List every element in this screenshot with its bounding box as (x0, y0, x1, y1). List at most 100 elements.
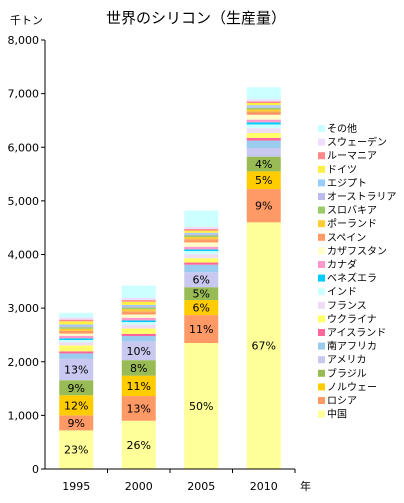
legend-label: アイスランド (327, 327, 386, 339)
legend-label: スロバキア (327, 205, 377, 217)
bar-segment (246, 222, 281, 469)
bar-segment (59, 338, 94, 341)
data-label: 13% (127, 402, 151, 415)
bar-segment (121, 420, 156, 469)
bar-segment (184, 233, 219, 236)
legend-swatch (318, 288, 325, 296)
legend-label: 南アフリカ (327, 340, 377, 353)
bar-segment (246, 107, 281, 110)
legend-swatch (318, 179, 325, 187)
legend-label: 中国 (327, 408, 347, 421)
bar-segment (246, 156, 281, 172)
bar-segment (59, 330, 94, 334)
bar-segment (246, 109, 281, 112)
data-label: 8% (130, 362, 147, 375)
data-label: 10% (127, 345, 151, 358)
legend-swatch (318, 193, 325, 200)
legend-label: ポーランド (327, 218, 377, 230)
data-label: 9% (68, 382, 85, 395)
bar-segment (121, 341, 156, 361)
y-tick-label: 5,000 (8, 195, 40, 208)
legend-label: ノルウェー (327, 381, 377, 393)
bar-segment (184, 264, 219, 273)
bar-segment (246, 114, 281, 120)
y-axis-ticks: 0 1,000 2,000 3,000 4,000 5,000 6,000 7,000 8,00… (8, 34, 45, 476)
bar-segment (246, 106, 281, 108)
bar-segment (184, 229, 219, 231)
legend-label: オーストラリア (327, 191, 397, 203)
legend-swatch (318, 342, 325, 350)
y-tick-label: 6,000 (8, 141, 40, 154)
bar-segment (59, 333, 94, 336)
bar-segment (246, 189, 281, 223)
legend-swatch (318, 125, 325, 132)
bar-segment (59, 358, 94, 381)
bar-segment (59, 395, 94, 416)
bar-segment (121, 328, 156, 334)
bar-segment (121, 317, 156, 321)
bar-segment (59, 327, 94, 329)
bar-segment (246, 140, 281, 149)
data-label: 11% (189, 323, 213, 336)
bar-segment (184, 315, 219, 343)
bar-segment (246, 171, 281, 190)
bar-segment (121, 396, 156, 421)
y-tick-label: 4,000 (8, 249, 40, 262)
legend-swatch (318, 410, 325, 418)
bar-segment (59, 317, 94, 320)
bar-segment (184, 246, 219, 250)
bar-segment (246, 101, 281, 104)
legend-swatch (318, 301, 325, 309)
x-tick-label: 2010 (250, 480, 278, 493)
y-tick-label: 1,000 (8, 409, 40, 422)
legend-swatch (318, 315, 325, 323)
y-tick-label: 2,000 (8, 356, 40, 369)
data-label: 23% (64, 444, 88, 457)
legend-label: ブラジル (327, 367, 367, 380)
legend: その他スウェーデンルーマニアドイツエジプトオーストラリアスロバキアポーランドスペ… (318, 122, 397, 421)
y-axis-label: 千トン (10, 14, 43, 27)
legend-label: スペイン (327, 233, 366, 244)
legend-swatch (318, 138, 325, 146)
bar-segment (59, 430, 94, 469)
bar-segment (121, 320, 156, 323)
bar-segment (184, 249, 219, 252)
bar-segment (59, 321, 94, 325)
bar-segment (59, 324, 94, 326)
bar-segment (184, 226, 219, 230)
y-tick-label: 0 (32, 463, 39, 476)
data-label: 12% (64, 399, 88, 412)
legend-swatch (318, 165, 325, 173)
bar-segment (184, 300, 219, 316)
legend-label: フランス (327, 300, 367, 312)
legend-label: ドイツ (327, 165, 357, 176)
data-label: 5% (255, 174, 272, 187)
bar-segment (246, 87, 281, 100)
bar-segment (246, 99, 281, 102)
legend-label: ウクライナ (327, 313, 377, 325)
bar-segment (121, 305, 156, 308)
bar-segment (184, 254, 219, 259)
legend-label: カナダ (327, 258, 357, 271)
legend-swatch (318, 356, 325, 364)
bar-segment (184, 235, 219, 238)
legend-swatch (318, 383, 325, 391)
data-label: 13% (64, 363, 88, 376)
bar-segment (184, 232, 219, 234)
x-tick-label: 1995 (62, 480, 90, 493)
y-tick-label: 8,000 (8, 34, 40, 47)
bar-segment (184, 272, 219, 288)
bar-segment (59, 335, 94, 339)
data-label: 11% (127, 380, 151, 393)
bar-segment (59, 342, 94, 346)
bar-segment (121, 300, 156, 302)
bar-segment (59, 340, 94, 343)
data-label: 26% (127, 439, 151, 452)
legend-swatch (318, 397, 325, 404)
y-tick-label: 7,000 (8, 88, 40, 101)
legend-swatch (318, 274, 325, 282)
bar-segment (121, 314, 156, 318)
bar-segment (184, 258, 219, 263)
legend-swatch (318, 247, 325, 255)
